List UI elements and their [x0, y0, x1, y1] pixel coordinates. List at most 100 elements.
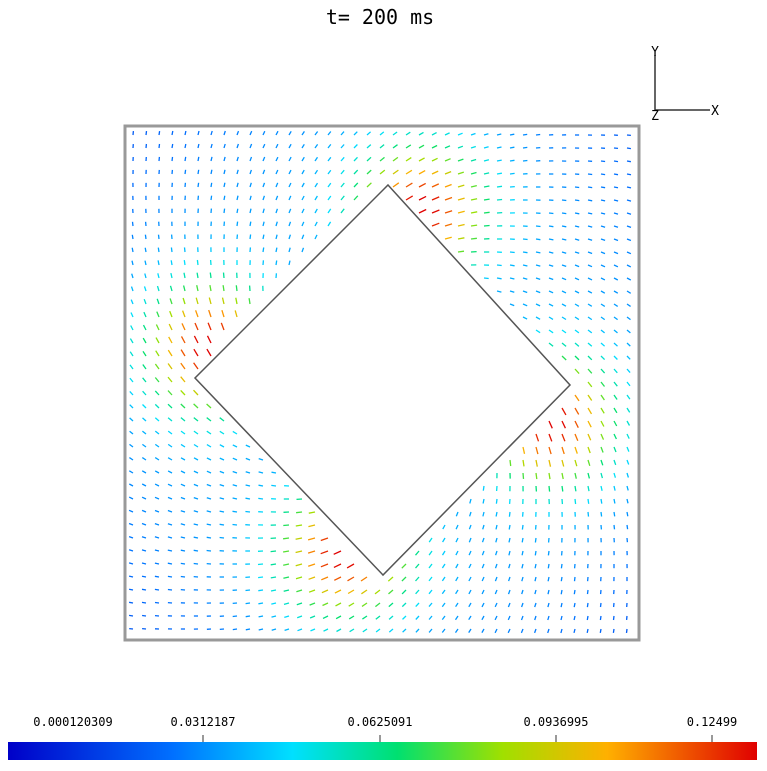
vector	[575, 447, 577, 454]
vector	[130, 365, 133, 369]
vector	[548, 629, 549, 633]
vector	[168, 576, 172, 577]
vector	[562, 317, 566, 320]
vector	[445, 172, 451, 174]
vector	[220, 418, 224, 421]
vector	[283, 564, 289, 565]
vector	[129, 458, 133, 460]
vector	[129, 471, 133, 473]
vector	[328, 209, 331, 213]
vector	[246, 616, 250, 617]
vector	[549, 343, 553, 346]
vector	[336, 616, 341, 619]
vector	[130, 339, 133, 343]
vector	[155, 550, 159, 551]
vector	[259, 472, 263, 473]
vector	[159, 235, 160, 239]
vector	[458, 159, 463, 161]
vector	[209, 298, 211, 304]
vector	[276, 222, 277, 226]
vector	[211, 196, 212, 200]
vector	[233, 629, 237, 630]
vector	[562, 304, 566, 306]
vector	[432, 184, 439, 187]
vector	[211, 170, 212, 174]
vector	[271, 590, 276, 591]
vector	[233, 616, 237, 617]
vector	[168, 550, 172, 551]
vector	[155, 589, 159, 590]
vector	[508, 629, 510, 633]
colorbar: 0.000120309 0.0312187 0.0625091 0.093699…	[8, 715, 757, 760]
vector	[181, 350, 185, 356]
vector	[445, 159, 451, 161]
vector	[194, 511, 198, 512]
vector	[181, 431, 185, 434]
vector	[535, 577, 536, 581]
vector	[419, 183, 426, 187]
vector	[181, 377, 185, 382]
vector	[548, 551, 549, 555]
vector	[142, 471, 146, 473]
vector	[296, 564, 302, 566]
vector	[393, 183, 399, 187]
vector	[321, 564, 328, 567]
vector	[132, 248, 133, 252]
vector	[183, 311, 185, 317]
vector	[627, 187, 631, 188]
vector	[194, 418, 198, 421]
vector	[233, 445, 237, 447]
vector	[510, 134, 514, 135]
vector	[142, 602, 146, 603]
vector	[614, 408, 617, 413]
vector	[168, 590, 172, 591]
vector	[143, 351, 146, 356]
vector	[132, 261, 133, 265]
vector	[469, 629, 471, 633]
vector	[456, 551, 458, 555]
vector	[224, 273, 225, 278]
vector	[402, 603, 406, 607]
vector	[302, 170, 304, 174]
vector	[469, 551, 471, 555]
vector	[185, 144, 186, 148]
vector	[627, 408, 630, 412]
vector	[143, 338, 146, 343]
vector	[442, 564, 445, 568]
vector	[432, 146, 437, 149]
vector	[323, 603, 329, 606]
vector	[142, 563, 146, 564]
vector	[271, 564, 276, 565]
vector	[562, 265, 566, 266]
vector	[380, 132, 384, 135]
vector	[233, 525, 238, 526]
vector	[469, 564, 471, 568]
vector	[497, 134, 501, 135]
vector	[194, 336, 198, 343]
vector	[129, 563, 133, 564]
vector	[575, 252, 579, 253]
vector	[614, 343, 618, 346]
vector	[354, 157, 358, 161]
vector	[220, 431, 224, 434]
vector	[588, 473, 589, 478]
vector	[250, 144, 252, 148]
vector	[170, 298, 172, 304]
vector	[588, 382, 592, 387]
vector	[419, 210, 426, 214]
vector	[614, 291, 618, 293]
vector	[185, 170, 186, 174]
vector	[495, 616, 497, 620]
vector	[497, 200, 502, 201]
vector	[168, 444, 172, 447]
vector	[362, 603, 367, 606]
vector	[562, 213, 566, 214]
vector	[194, 349, 198, 356]
vector	[587, 616, 588, 620]
vector	[208, 323, 211, 330]
vector	[224, 157, 225, 161]
y-label: Y	[651, 45, 659, 60]
vector	[549, 486, 550, 492]
vector	[168, 364, 172, 370]
vector	[574, 603, 575, 607]
